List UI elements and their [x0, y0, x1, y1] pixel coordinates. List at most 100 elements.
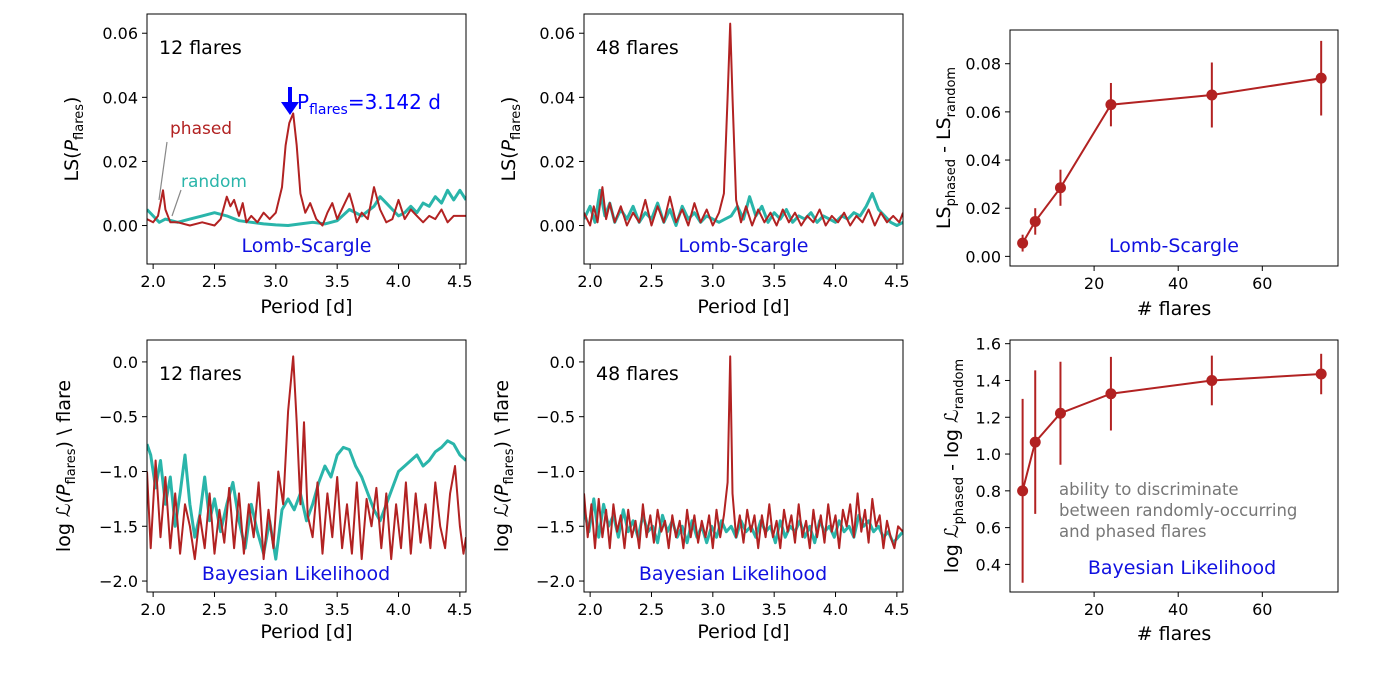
- phased-series: [147, 355, 466, 561]
- x-axis-ticks: 2.0 2.5 3.0 3.5 4.0 4.5: [140, 264, 473, 291]
- plot-frame: [146, 13, 467, 265]
- method-label: Bayesian Likelihood: [639, 563, 827, 585]
- difference-series: [1017, 353, 1327, 583]
- random-line: [584, 188, 903, 227]
- x-axis-ticks: 2.0 2.5 3.0 3.5 4.0 4.5: [577, 264, 910, 291]
- y-tick-label: 0.04: [539, 88, 575, 107]
- panel-annotation: 12 flares: [159, 363, 242, 385]
- plot-frame: [583, 339, 904, 593]
- panel-lomb-scargle-12-flares: 2.0 2.5 3.0 3.5 4.0 4.5 0.00 0.02 0.04 0.06 Peri…: [61, 13, 473, 318]
- y-tick-label: 0.6: [976, 519, 1001, 538]
- x-tick-label: 2.0: [140, 600, 165, 619]
- x-tick-label: 4.5: [447, 272, 472, 291]
- y-tick-label: 1.0: [976, 445, 1001, 464]
- discrimination-note: ability to discriminate between randomly…: [1059, 480, 1303, 541]
- random-line: [147, 439, 466, 561]
- phased-series: [147, 112, 466, 227]
- x-tick-label: 40: [1168, 274, 1188, 293]
- x-axis-ticks: 2.0 2.5 3.0 3.5 4.0 4.5: [140, 592, 473, 619]
- panel-lomb-scargle-48-flares: 2.0 2.5 3.0 3.5 4.0 4.5 0.00 0.02 0.04 0.06 Peri…: [498, 13, 910, 318]
- method-label: Lomb-Scargle: [679, 235, 809, 257]
- x-tick-label: 3.5: [761, 600, 786, 619]
- random-series: [147, 439, 466, 561]
- data-point: [1029, 215, 1041, 227]
- data-point: [1017, 237, 1029, 249]
- random-series: [147, 188, 466, 227]
- random-label-pointer: [171, 189, 182, 217]
- plot-frame: [1009, 339, 1339, 593]
- y-tick-label: 0.06: [539, 24, 575, 43]
- x-tick-label: 40: [1168, 600, 1188, 619]
- x-tick-label: 3.0: [700, 272, 725, 291]
- y-tick-label: 0.04: [102, 88, 138, 107]
- x-axis-label: # flares: [1137, 623, 1212, 645]
- x-tick-label: 4.5: [884, 272, 909, 291]
- y-tick-label: 0.02: [965, 199, 1001, 218]
- y-tick-label: 0.06: [965, 103, 1001, 122]
- x-tick-label: 4.0: [386, 272, 411, 291]
- peak-period-label: Pflares=3.142 d: [297, 90, 441, 118]
- x-tick-label: 2.5: [639, 272, 664, 291]
- data-point: [1105, 99, 1117, 111]
- y-tick-label: 0.00: [102, 217, 138, 236]
- y-axis-label: log ℒphased - log ℒrandom: [941, 359, 967, 573]
- x-tick-label: 2.5: [639, 600, 664, 619]
- y-axis-ticks: 0.00 0.02 0.04 0.06: [539, 24, 584, 236]
- connecting-line: [1021, 373, 1322, 492]
- phased-series: [584, 22, 903, 227]
- y-tick-label: 0.8: [976, 482, 1001, 501]
- x-tick-label: 4.0: [823, 600, 848, 619]
- data-point: [1054, 182, 1066, 194]
- y-tick-label: 0.4: [976, 555, 1001, 574]
- y-tick-label: −1.0: [99, 462, 138, 481]
- data-point: [1315, 368, 1327, 380]
- x-tick-label: 2.0: [577, 272, 602, 291]
- x-tick-label: 3.5: [761, 272, 786, 291]
- x-tick-label: 4.5: [884, 600, 909, 619]
- y-axis-label: log ℒ(Pflares) \ flare: [491, 380, 517, 552]
- x-axis-ticks: 2.0 2.5 3.0 3.5 4.0 4.5: [577, 592, 910, 619]
- panel-bayesian-difference: 20 40 60 0.4 0.6 0.8 1.0 1.2 1.4 1.6 # flares lo…: [941, 335, 1339, 645]
- y-axis-label: LS(Pflares): [61, 97, 87, 182]
- y-tick-label: 0.02: [102, 152, 138, 171]
- x-tick-label: 2.5: [202, 600, 227, 619]
- x-tick-label: 60: [1252, 600, 1272, 619]
- y-tick-label: 1.2: [976, 408, 1001, 427]
- x-tick-label: 4.0: [823, 272, 848, 291]
- x-tick-label: 2.0: [140, 272, 165, 291]
- random-series: [584, 188, 903, 227]
- panel-bayesian-12-flares: 2.0 2.5 3.0 3.5 4.0 4.5 0.0 −0.5 −1.0 −1.5 −2.0 P…: [53, 339, 473, 643]
- data-point: [1029, 436, 1041, 448]
- x-tick-label: 3.0: [700, 600, 725, 619]
- panel-lomb-scargle-difference: 20 40 60 0.00 0.02 0.04 0.06 0.08 # flares LSp…: [933, 29, 1339, 320]
- x-tick-label: 2.0: [577, 600, 602, 619]
- y-tick-label: 0.0: [113, 353, 138, 372]
- panel-annotation: 48 flares: [596, 363, 679, 385]
- y-tick-label: 1.4: [976, 371, 1001, 390]
- y-tick-label: −0.5: [536, 408, 575, 427]
- plot-frame: [583, 13, 904, 265]
- phased-line: [584, 355, 903, 550]
- y-tick-label: 0.04: [965, 151, 1001, 170]
- y-tick-label: −2.0: [536, 572, 575, 591]
- x-tick-label: 3.0: [263, 272, 288, 291]
- y-tick-label: 0.00: [539, 217, 575, 236]
- x-axis-label: Period [d]: [260, 621, 352, 643]
- plot-frame: [1009, 29, 1339, 267]
- y-tick-label: 0.02: [539, 152, 575, 171]
- y-tick-label: 0.08: [965, 55, 1001, 74]
- x-axis-label: # flares: [1137, 298, 1212, 320]
- phased-series-label: phased: [170, 119, 232, 139]
- y-axis-label: log ℒ(Pflares) \ flare: [53, 380, 79, 552]
- data-point: [1017, 485, 1029, 497]
- peak-arrow-icon: [281, 87, 299, 115]
- data-point: [1315, 72, 1327, 84]
- panel-bayesian-48-flares: 2.0 2.5 3.0 3.5 4.0 4.5 0.0 −0.5 −1.0 −1.5 −2.0 P…: [491, 339, 910, 643]
- phased-label-pointer: [158, 141, 168, 201]
- method-label: Lomb-Scargle: [242, 235, 372, 257]
- phased-line: [584, 22, 903, 227]
- phased-series: [584, 355, 903, 550]
- plot-frame: [146, 339, 467, 593]
- difference-series: [1017, 40, 1327, 252]
